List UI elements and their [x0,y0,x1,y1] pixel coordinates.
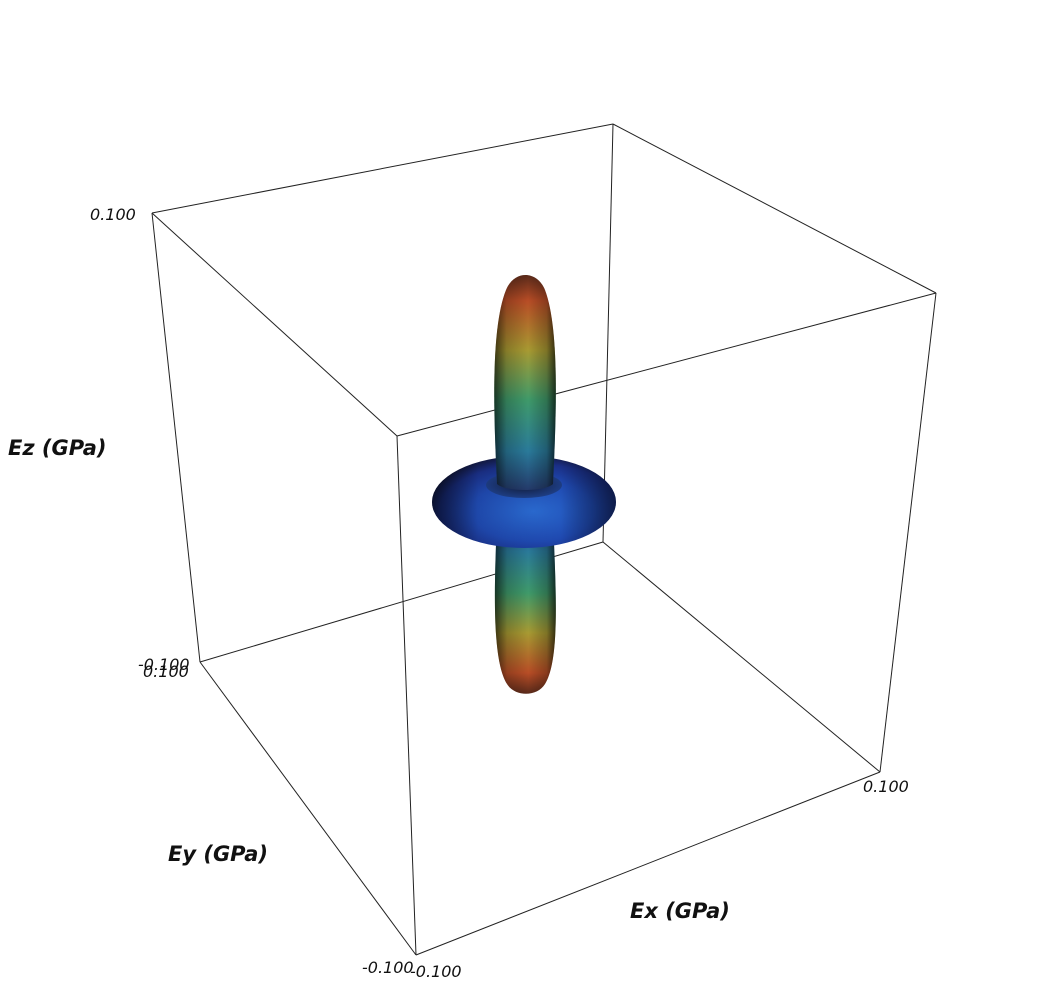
box-edge [602,541,881,773]
x-tick-max: 0.100 [863,777,909,796]
box-edge [602,123,614,543]
box-edge [396,292,937,437]
box-edge [396,435,417,956]
x-axis-title: Ex (GPa) [630,899,730,923]
elastic-surface [432,275,616,694]
equatorial-torus [432,456,616,548]
x-tick-min: -0.100 [410,962,462,981]
z-axis-title: Ez (GPa) [8,436,107,460]
z-tick-max: 0.100 [90,205,136,224]
z-tick-min: -0.100 [138,655,190,674]
box-edge [151,212,398,437]
tick-labels: 0.100 -0.100 0.100 -0.100 -0.100 0.100 [90,205,909,981]
box-edge [612,123,937,294]
box-edge [199,661,417,956]
box-edge [415,771,881,956]
box-edge [151,123,614,214]
upper-lobe [494,275,556,490]
axis-titles: Ez (GPa) Ey (GPa) Ex (GPa) [8,436,730,923]
y-tick-min: -0.100 [362,958,414,977]
box-edge [879,292,937,773]
bounding-box [151,123,937,956]
box-edge [151,212,201,663]
y-axis-title: Ey (GPa) [168,842,268,866]
lower-lobe [494,520,556,694]
y-tick-max: 0.100 [143,662,189,681]
